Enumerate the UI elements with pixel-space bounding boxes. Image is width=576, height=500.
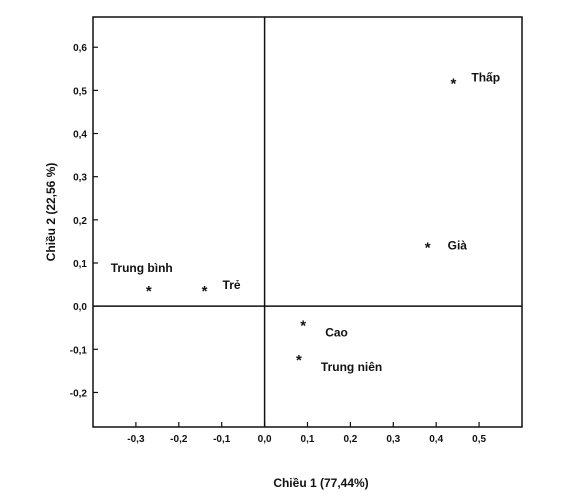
x-tick-label: 0,0	[258, 434, 272, 445]
x-tick-label: 0,1	[301, 434, 315, 445]
point-marker: *	[296, 352, 302, 369]
y-axis-title: Chiều 2 (22,56 %)	[44, 163, 58, 262]
y-tick-label: -0,1	[70, 345, 88, 356]
point-label: Già	[448, 239, 468, 253]
point-marker: *	[300, 317, 306, 334]
x-tick-label: 0,5	[472, 434, 486, 445]
y-tick-label: 0,4	[73, 130, 87, 141]
y-tick-label: 0,3	[73, 173, 87, 184]
point-label: Thấp	[471, 71, 500, 85]
point-marker: *	[450, 76, 456, 93]
y-axis-ticks: -0,2 -0,1 0,0 0,1 0,2 0,3 0,4 0,5 0,6	[70, 43, 98, 399]
y-tick-label: 0,2	[73, 216, 87, 227]
point-label: Trung bình	[111, 261, 173, 275]
x-tick-label: 0,2	[343, 434, 357, 445]
point-marker: *	[425, 240, 431, 257]
x-tick-label: 0,4	[429, 434, 443, 445]
x-tick-label: -0,3	[127, 434, 145, 445]
point-marker: *	[202, 283, 208, 300]
y-tick-label: 0,6	[73, 43, 87, 54]
y-tick-label: 0,1	[73, 259, 87, 270]
point-label: Trẻ	[223, 278, 241, 292]
x-axis-ticks: -0,3 -0,2 -0,1 0,0 0,1 0,2 0,3 0,4 0,5	[127, 422, 486, 445]
point-marker: *	[146, 283, 152, 300]
y-tick-label: 0,5	[73, 86, 87, 97]
data-points: * Thấp * Già * Trung bình * Trẻ * Cao * Trung niên	[111, 71, 500, 374]
point-label: Cao	[325, 325, 348, 339]
x-axis-title: Chiều 1 (77,44%)	[273, 476, 368, 490]
x-tick-label: 0,3	[386, 434, 400, 445]
x-tick-label: -0,2	[170, 434, 188, 445]
x-tick-label: -0,1	[213, 434, 231, 445]
y-tick-label: 0,0	[73, 302, 87, 313]
point-label: Trung niên	[321, 360, 382, 374]
y-tick-label: -0,2	[70, 388, 88, 399]
plot-frame	[92, 16, 523, 428]
